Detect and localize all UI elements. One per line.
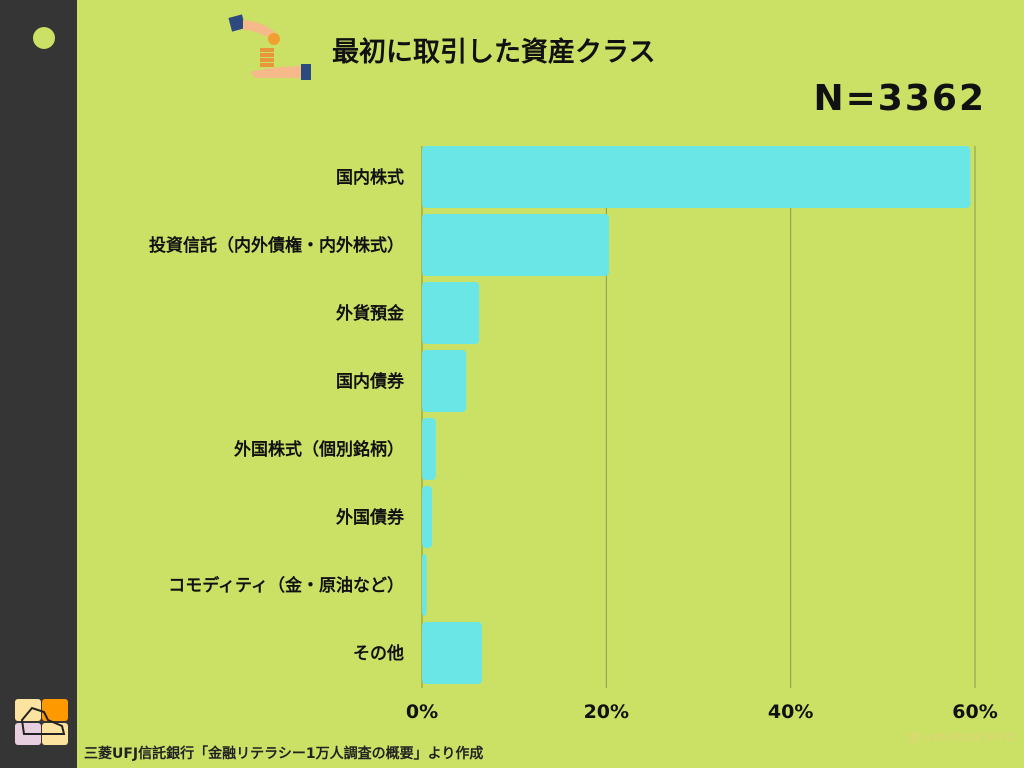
category-label: 国内株式 xyxy=(336,167,404,188)
category-label: 外貨預金 xyxy=(336,303,405,324)
chart-title: 最初に取引した資産クラス xyxy=(332,37,656,68)
shoe-logo-icon xyxy=(15,699,68,745)
sidebar xyxy=(0,0,77,768)
x-tick-label: 0% xyxy=(406,701,438,723)
sample-size-label: N=3362 xyxy=(813,78,986,119)
coin-hands-illustration xyxy=(228,14,311,80)
category-label: その他 xyxy=(353,643,404,664)
category-label: 外国株式（個別銘柄） xyxy=(234,439,404,460)
dot-icon xyxy=(33,27,55,49)
bar xyxy=(422,486,433,548)
category-label: 外国債券 xyxy=(336,507,405,528)
x-tick-label: 20% xyxy=(584,701,629,723)
bar xyxy=(422,214,610,276)
bar xyxy=(422,418,436,480)
bar xyxy=(422,282,480,344)
bar xyxy=(422,622,482,684)
category-label: コモディティ（金・原油など） xyxy=(168,575,404,596)
bar xyxy=(422,554,427,616)
x-tick-label: 40% xyxy=(768,701,813,723)
bar xyxy=(422,350,467,412)
category-label: 投資信託（内外債権・内外株式） xyxy=(149,235,404,256)
category-label: 国内債券 xyxy=(336,371,405,392)
x-tick-label: 60% xyxy=(952,701,997,723)
bar xyxy=(422,146,971,208)
watermark: @uminoxhiro xyxy=(908,730,1016,745)
source-note: 三菱UFJ信託銀行「金融リテラシー1万人調査の概要」より作成 xyxy=(84,746,484,762)
